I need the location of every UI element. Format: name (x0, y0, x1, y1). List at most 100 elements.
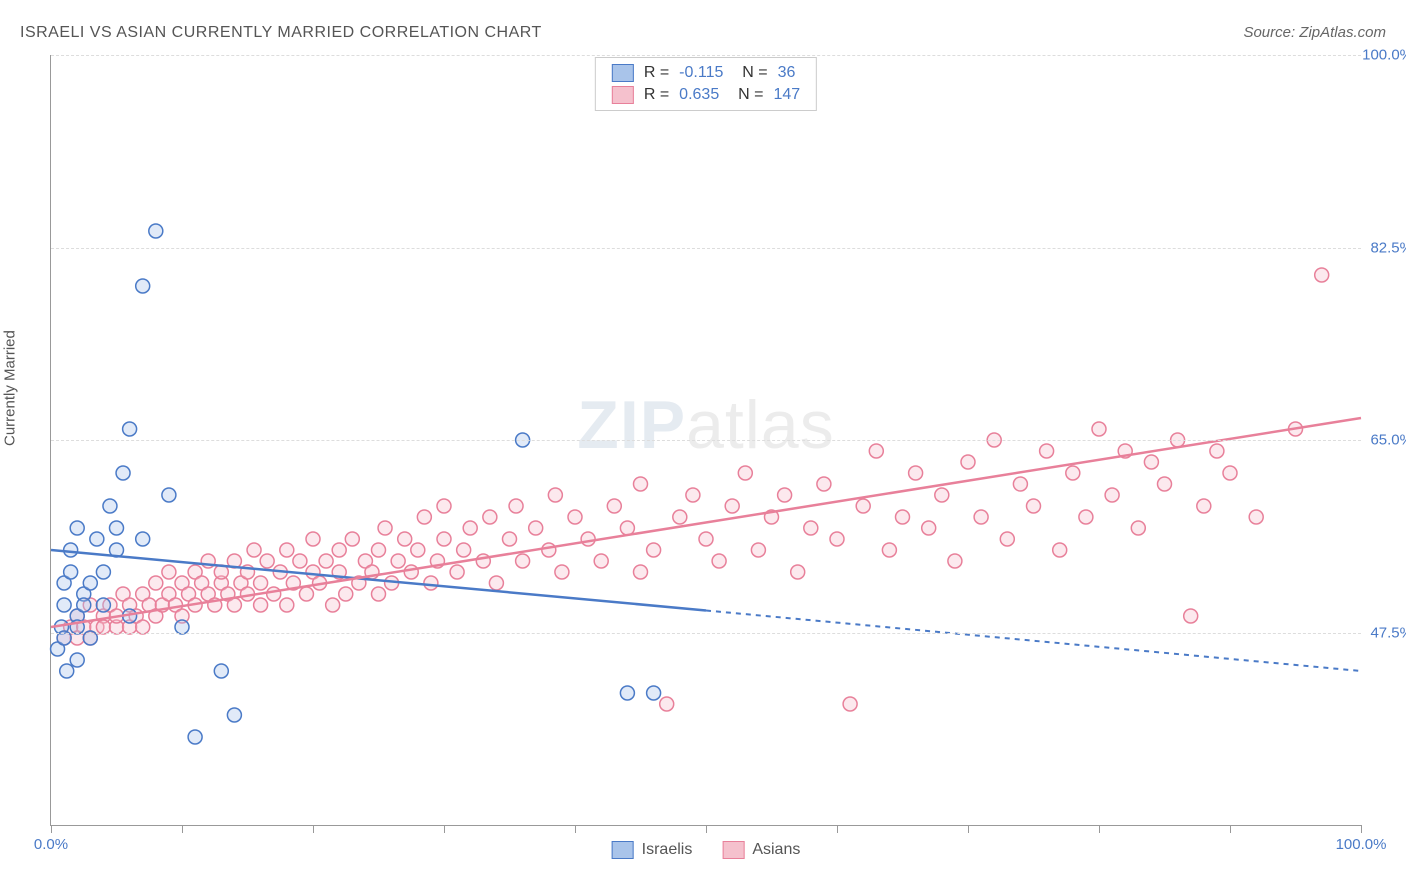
data-point (326, 598, 340, 612)
data-point (398, 532, 412, 546)
data-point (123, 422, 137, 436)
data-point (1000, 532, 1014, 546)
data-point (948, 554, 962, 568)
data-point (568, 510, 582, 524)
x-tick (1099, 825, 1100, 833)
data-point (319, 554, 333, 568)
data-point (817, 477, 831, 491)
data-point (581, 532, 595, 546)
data-point (345, 532, 359, 546)
data-point (935, 488, 949, 502)
data-point (1184, 609, 1198, 623)
data-point (103, 499, 117, 513)
data-point (489, 576, 503, 590)
data-point (424, 576, 438, 590)
data-point (64, 565, 78, 579)
legend-stats: R = -0.115 N = 36 R = 0.635 N = 147 (595, 57, 817, 111)
legend-n-value-israelis: 36 (778, 62, 796, 84)
data-point (254, 576, 268, 590)
data-point (542, 543, 556, 557)
data-point (634, 565, 648, 579)
legend-row-asians: R = 0.635 N = 147 (612, 84, 800, 106)
data-point (620, 521, 634, 535)
data-point (411, 543, 425, 557)
data-point (686, 488, 700, 502)
data-point (1013, 477, 1027, 491)
data-point (83, 576, 97, 590)
data-point (254, 598, 268, 612)
data-point (1315, 268, 1329, 282)
data-point (280, 543, 294, 557)
gridline (51, 633, 1361, 634)
legend-r-label: R = (644, 84, 669, 106)
x-tick (575, 825, 576, 833)
y-tick-label: 47.5% (1370, 624, 1406, 641)
data-point (647, 543, 661, 557)
data-point (1131, 521, 1145, 535)
data-point (332, 543, 346, 557)
data-point (457, 543, 471, 557)
x-tick (706, 825, 707, 833)
data-point (60, 664, 74, 678)
data-point (227, 598, 241, 612)
data-point (1105, 488, 1119, 502)
data-point (607, 499, 621, 513)
data-point (1210, 444, 1224, 458)
data-point (162, 565, 176, 579)
data-point (791, 565, 805, 579)
data-point (188, 730, 202, 744)
data-point (882, 543, 896, 557)
legend-item-asians: Asians (722, 841, 800, 859)
data-point (896, 510, 910, 524)
data-point (509, 499, 523, 513)
x-tick (1361, 825, 1362, 833)
data-point (136, 532, 150, 546)
swatch-asians (612, 86, 634, 104)
swatch-israelis-bottom (612, 841, 634, 859)
data-point (77, 598, 91, 612)
data-point (463, 521, 477, 535)
data-point (136, 279, 150, 293)
data-point (162, 488, 176, 502)
data-point (1040, 444, 1054, 458)
data-point (1079, 510, 1093, 524)
data-point (555, 565, 569, 579)
data-point (437, 532, 451, 546)
y-tick-label: 82.5% (1370, 239, 1406, 256)
data-point (1158, 477, 1172, 491)
x-tick (182, 825, 183, 833)
trend-line-dashed (706, 611, 1361, 672)
data-point (57, 598, 71, 612)
data-point (227, 708, 241, 722)
x-tick-label: 0.0% (34, 836, 68, 853)
legend-item-israelis: Israelis (612, 841, 693, 859)
legend-r-value-asians: 0.635 (679, 84, 719, 106)
swatch-asians-bottom (722, 841, 744, 859)
data-point (974, 510, 988, 524)
data-point (856, 499, 870, 513)
legend-row-israelis: R = -0.115 N = 36 (612, 62, 800, 84)
x-tick (313, 825, 314, 833)
data-point (96, 565, 110, 579)
data-point (529, 521, 543, 535)
data-point (516, 554, 530, 568)
data-point (437, 499, 451, 513)
plot-area: ZIPatlas R = -0.115 N = 36 R = 0.635 N =… (50, 55, 1361, 826)
x-tick-label: 100.0% (1336, 836, 1387, 853)
data-point (1027, 499, 1041, 513)
data-point (843, 697, 857, 711)
data-point (503, 532, 517, 546)
legend-n-label: N = (733, 62, 767, 84)
data-point (267, 587, 281, 601)
data-point (372, 587, 386, 601)
data-point (922, 521, 936, 535)
data-point (70, 653, 84, 667)
data-point (712, 554, 726, 568)
data-point (299, 587, 313, 601)
data-point (247, 543, 261, 557)
data-point (1144, 455, 1158, 469)
data-point (1223, 466, 1237, 480)
data-point (725, 499, 739, 513)
legend-label-asians: Asians (752, 841, 800, 859)
data-point (90, 532, 104, 546)
